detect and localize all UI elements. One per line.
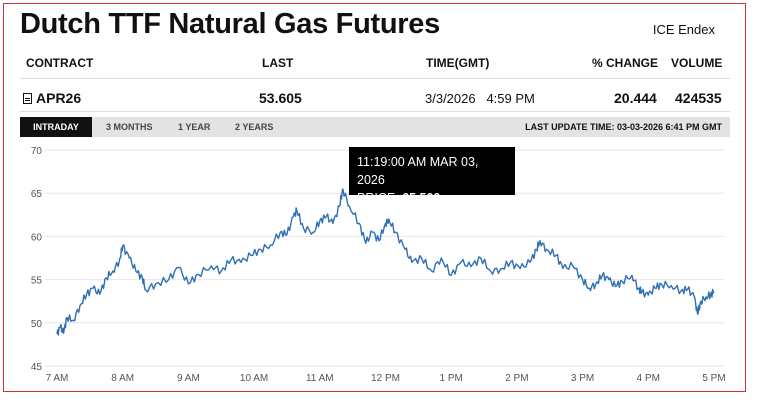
price-tooltip: 11:19:00 AM MAR 03, 2026 PRICE: 65.500	[349, 147, 515, 205]
x-tick-label: 3 PM	[571, 373, 594, 384]
chart-frame	[3, 3, 746, 392]
tooltip-price-value: 65.500	[402, 191, 441, 205]
x-tick-label: 9 AM	[177, 373, 200, 384]
header-change: % CHANGE	[592, 56, 659, 70]
tooltip-time: 11:19:00 AM MAR 03, 2026	[357, 155, 479, 187]
y-tick-label: 50	[31, 319, 43, 330]
contract-value: APR26	[36, 90, 82, 106]
volume-value: 424535	[675, 90, 722, 106]
tab-intraday[interactable]: INTRADAY	[20, 117, 92, 137]
y-tick-label: 55	[31, 276, 43, 287]
last-value: 53.605	[259, 90, 302, 106]
x-tick-label: 7 AM	[46, 373, 69, 384]
header-contract: CONTRACT	[26, 56, 94, 70]
y-tick-label: 65	[31, 189, 43, 200]
tab-1-year[interactable]: 1 YEAR	[178, 122, 211, 132]
header-volume: VOLUME	[671, 56, 723, 70]
x-tick-label: 10 AM	[240, 373, 268, 384]
x-tick-label: 12 PM	[371, 373, 400, 384]
tab-3-months[interactable]: 3 MONTHS	[106, 122, 153, 132]
x-tick-label: 8 AM	[111, 373, 134, 384]
y-tick-label: 45	[31, 362, 43, 373]
y-tick-label: 70	[31, 146, 43, 157]
x-tick-label: 2 PM	[505, 373, 528, 384]
x-tick-label: 5 PM	[702, 373, 725, 384]
date-value: 3/3/2026	[425, 91, 476, 106]
last-update-time: LAST UPDATE TIME: 03-03-2026 6:41 PM GMT	[525, 122, 722, 132]
x-tick-label: 1 PM	[440, 373, 463, 384]
tooltip-price-row: PRICE: 65.500	[357, 189, 507, 207]
page-title: Dutch TTF Natural Gas Futures	[20, 8, 440, 40]
price-series-line	[56, 188, 715, 336]
x-tick-label: 4 PM	[637, 373, 660, 384]
header-divider	[20, 78, 730, 79]
exchange-label: ICE Endex	[652, 22, 715, 37]
header-last: LAST	[262, 56, 294, 70]
time-value: 4:59 PM	[486, 91, 535, 106]
y-tick-label: 60	[31, 232, 43, 243]
document-icon	[23, 93, 32, 104]
tab-2-years[interactable]: 2 YEARS	[235, 122, 274, 132]
change-value: 20.444	[614, 90, 657, 106]
x-tick-label: 11 AM	[306, 373, 334, 384]
tooltip-price-label: PRICE:	[357, 191, 399, 205]
range-tabs: INTRADAY 3 MONTHS 1 YEAR 2 YEARS LAST UP…	[20, 117, 730, 137]
contract-cell[interactable]: APR26	[23, 90, 81, 106]
row-divider	[20, 111, 730, 112]
header-time: TIME(GMT)	[426, 56, 490, 70]
time-cell: 3/3/2026 4:59 PM	[425, 91, 535, 106]
